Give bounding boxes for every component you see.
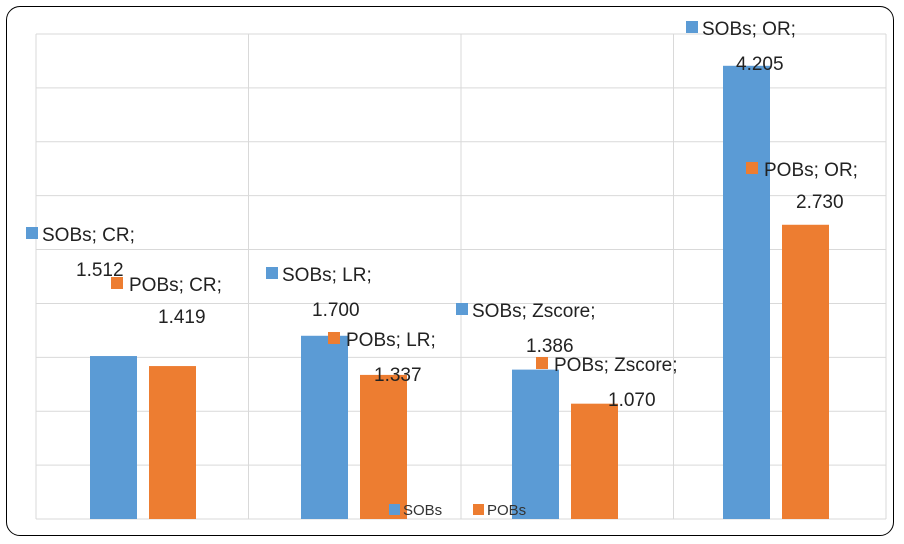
data-value-pobs-cr: 1.419 <box>158 307 206 328</box>
data-value-sobs-or: 4.205 <box>736 54 784 75</box>
legend-label-pobs: POBs <box>487 502 526 519</box>
bar-sobs-cr <box>90 356 137 519</box>
legend-key-sobs-zscore <box>456 303 468 315</box>
legend-label-sobs: SOBs <box>403 502 442 519</box>
data-value-sobs-cr: 1.512 <box>76 260 124 281</box>
data-value-sobs-zscore: 1.386 <box>526 336 574 357</box>
data-label-sobs-or: SOBs; OR; <box>702 19 796 40</box>
legend-key-sobs-or <box>686 21 698 33</box>
data-value-pobs-or: 2.730 <box>796 192 844 213</box>
legend-key-pobs-cr <box>111 277 123 289</box>
bar-pobs-cr <box>149 366 196 519</box>
bar-pobs-lr <box>360 374 407 519</box>
data-value-sobs-lr: 1.700 <box>312 300 360 321</box>
data-label-sobs-lr: SOBs; LR; <box>282 265 372 286</box>
data-label-pobs-zscore: POBs; Zscore; <box>554 355 678 376</box>
bar-pobs-zscore <box>571 403 618 519</box>
data-label-pobs-lr: POBs; LR; <box>346 330 436 351</box>
legend-key-sobs-cr <box>26 227 38 239</box>
bar-sobs-or <box>723 65 770 520</box>
bar-sobs-lr <box>301 335 348 519</box>
legend-key-sobs-lr <box>266 267 278 279</box>
data-label-sobs-cr: SOBs; CR; <box>42 225 135 246</box>
legend-key-pobs-or <box>746 162 758 174</box>
legend-swatch-sobs <box>389 504 400 515</box>
legend-key-pobs-lr <box>328 332 340 344</box>
data-label-pobs-cr: POBs; CR; <box>129 275 222 296</box>
data-label-pobs-or: POBs; OR; <box>764 160 858 181</box>
data-value-pobs-zscore: 1.070 <box>608 390 656 411</box>
data-label-sobs-zscore: SOBs; Zscore; <box>472 301 596 322</box>
bar-sobs-zscore <box>512 369 559 519</box>
bar-pobs-or <box>782 224 829 519</box>
legend-swatch-pobs <box>473 504 484 515</box>
legend-key-pobs-zscore <box>536 357 548 369</box>
data-value-pobs-lr: 1.337 <box>374 365 422 386</box>
